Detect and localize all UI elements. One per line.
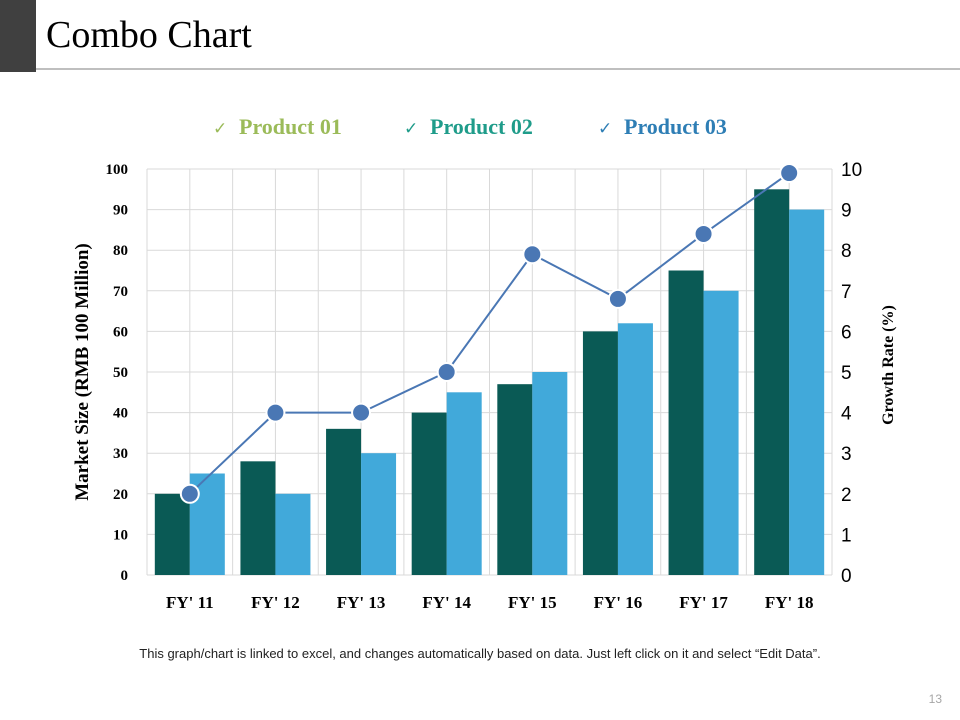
bar-product-02 — [532, 372, 568, 575]
page-number: 13 — [928, 692, 942, 706]
bar-product-01 — [240, 461, 276, 575]
legend-label: Product 03 — [624, 114, 727, 139]
title-divider — [36, 68, 960, 70]
bar-product-02 — [703, 290, 739, 575]
title-accent-bar — [0, 0, 36, 72]
x-tick-label: FY' 12 — [251, 593, 300, 612]
y2-tick-label: 8 — [841, 241, 852, 262]
x-tick-label: FY' 14 — [422, 593, 471, 612]
y2-tick-label: 3 — [841, 444, 852, 465]
y2-tick-label: 1 — [841, 525, 852, 546]
bar-product-01 — [668, 270, 704, 575]
bar-product-02 — [361, 453, 397, 575]
x-tick-label: FY' 15 — [508, 593, 557, 612]
data-point-product-03 — [693, 223, 714, 244]
y2-tick-label: 2 — [841, 485, 852, 506]
left-axis-ticks: 0 10 20 30 40 50 60 70 80 90 100 — [106, 162, 129, 584]
y2-tick-label: 4 — [841, 404, 852, 425]
data-point-product-03 — [779, 163, 800, 184]
growth-rate-line — [179, 163, 800, 504]
data-point-product-03 — [179, 483, 200, 504]
y2-axis-title: Growth Rate (%) — [880, 305, 897, 425]
legend-label: Product 01 — [239, 114, 342, 139]
y2-tick-label: 5 — [841, 363, 852, 384]
y-tick-label: 70 — [113, 284, 128, 300]
right-axis-ticks: 0 1 2 3 4 5 6 7 8 9 10 — [841, 160, 862, 587]
chart-legend: ✓ Product 01 ✓ Product 02 ✓ Product 03 — [213, 114, 727, 139]
chart-footnote: This graph/chart is linked to excel, and… — [139, 646, 821, 661]
x-tick-label: FY' 17 — [679, 593, 728, 612]
legend-item: ✓ Product 02 — [404, 114, 533, 139]
data-point-product-03 — [351, 402, 372, 423]
data-point-product-03 — [265, 402, 286, 423]
bar-product-01 — [754, 189, 790, 576]
y-tick-label: 90 — [113, 203, 128, 219]
check-icon: ✓ — [213, 119, 227, 139]
chart-bars — [154, 189, 825, 576]
check-icon: ✓ — [404, 119, 418, 139]
series-line-product-03 — [189, 172, 790, 495]
y2-tick-label: 7 — [841, 282, 852, 303]
y2-tick-label: 6 — [841, 322, 852, 343]
data-point-product-03 — [436, 362, 457, 382]
legend-item: ✓ Product 01 — [213, 114, 342, 139]
x-tick-label: FY' 11 — [166, 593, 214, 612]
x-axis-ticks: FY' 11 FY' 12 FY' 13 FY' 14 FY' 15 FY' 16 FY' … — [166, 593, 814, 612]
y-tick-label: 20 — [113, 487, 128, 503]
y-axis-title: Market Size (RMB 100 Million) — [72, 243, 93, 501]
y-tick-label: 60 — [113, 324, 128, 340]
data-point-product-03 — [522, 244, 543, 265]
legend-item: ✓ Product 03 — [598, 114, 727, 139]
bar-product-01 — [411, 412, 447, 575]
combo-chart[interactable]: ✓ Product 01 ✓ Product 02 ✓ Product 03 010203… — [0, 0, 960, 630]
bar-product-01 — [582, 331, 618, 575]
bar-product-01 — [497, 384, 533, 575]
x-tick-label: FY' 18 — [765, 593, 814, 612]
y2-tick-label: 0 — [841, 566, 852, 587]
data-point-product-03 — [607, 288, 628, 309]
bar-product-02 — [617, 323, 653, 575]
bar-product-02 — [789, 209, 825, 575]
legend-label: Product 02 — [430, 114, 533, 139]
y-tick-label: 50 — [113, 365, 128, 381]
x-tick-label: FY' 16 — [594, 593, 643, 612]
y2-tick-label: 10 — [841, 160, 862, 181]
y-tick-label: 40 — [113, 406, 128, 422]
y-tick-label: 30 — [113, 446, 128, 462]
bar-product-02 — [275, 493, 311, 575]
y2-tick-label: 9 — [841, 201, 852, 222]
bar-product-01 — [326, 428, 362, 575]
slide-title: Combo Chart — [46, 14, 252, 56]
y-tick-label: 80 — [113, 243, 128, 259]
axis-titles: Market Size (RMB 100 Million) Growth Rate… — [72, 243, 897, 501]
y-tick-label: 100 — [106, 162, 129, 178]
y-tick-label: 0 — [121, 568, 129, 584]
check-icon: ✓ — [598, 119, 612, 139]
y-tick-label: 10 — [113, 527, 128, 543]
bar-product-01 — [154, 493, 190, 575]
x-tick-label: FY' 13 — [337, 593, 386, 612]
bar-product-02 — [446, 392, 482, 575]
